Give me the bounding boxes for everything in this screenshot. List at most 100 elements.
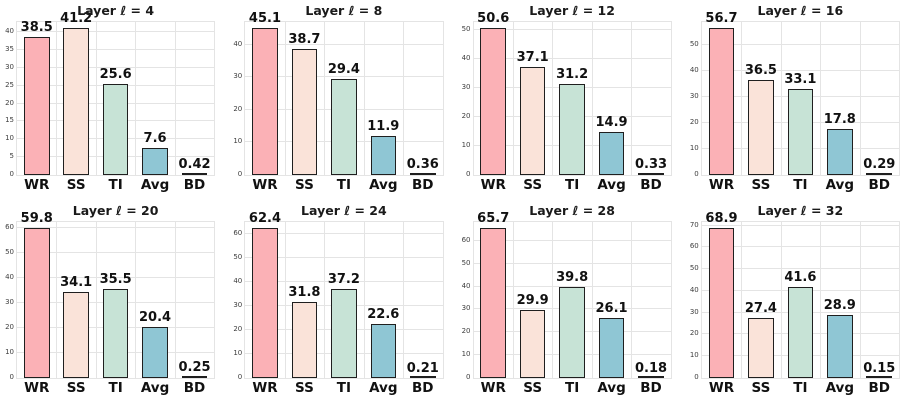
plot-area: 0 10 20 30 40 45.1 WR 38.7 SS 29.4 TI 11.9 Avg 0.36 BD — [233, 11, 444, 193]
gridline-horizontal — [17, 48, 215, 50]
value-label: 38.7 — [288, 31, 321, 47]
gridline-horizontal — [473, 239, 671, 241]
x-tick-label: WR — [24, 380, 50, 396]
subplot-layer-8: Layer ℓ = 8 0 10 20 30 40 45.1 WR 38.7 SS 29.4 TI 11… — [228, 0, 456, 200]
gridline-vertical — [591, 22, 593, 175]
bar-avg — [827, 315, 853, 378]
value-label: 39.8 — [556, 270, 589, 286]
y-tick-label: 30 — [5, 62, 14, 71]
y-tick-label: 30 — [461, 82, 471, 91]
x-tick-label: WR — [252, 380, 278, 396]
gridline-horizontal — [473, 262, 671, 264]
value-label: 65.7 — [477, 210, 510, 226]
bar-ss — [63, 27, 89, 175]
gridline-horizontal — [17, 31, 215, 33]
gridline-horizontal — [701, 224, 899, 226]
x-tick-label: Avg — [825, 177, 855, 193]
value-label: 45.1 — [248, 10, 281, 26]
gridline-vertical — [95, 22, 97, 175]
gridline-vertical — [174, 222, 176, 378]
x-tick-label: BD — [868, 380, 891, 396]
x-tick-label: TI — [108, 177, 123, 193]
plot-area: 0 10 20 30 40 50 60 59.8 WR 34.1 SS 35.5 TI 20.4 Avg 0.… — [5, 212, 216, 396]
gridline-horizontal — [17, 226, 215, 228]
bar-bd — [866, 376, 893, 378]
value-label: 38.5 — [20, 20, 53, 36]
y-tick-label: 20 — [461, 327, 471, 336]
bar-bd — [181, 376, 208, 378]
value-label: 50.6 — [477, 10, 510, 26]
x-tick-label: SS — [523, 380, 543, 396]
chart-title: Layer ℓ = 20 — [72, 203, 159, 218]
bar-ti — [102, 83, 129, 175]
y-tick-label: 10 — [461, 140, 471, 149]
gridline-vertical — [284, 222, 286, 378]
bar-ti — [787, 89, 814, 175]
y-tick-label: 60 — [5, 222, 14, 231]
bar-wr — [252, 27, 278, 175]
x-tick-label: SS — [751, 380, 771, 396]
gridline-horizontal — [701, 268, 899, 270]
value-label: 62.4 — [248, 211, 281, 227]
x-tick-label: BD — [412, 380, 434, 396]
gridline-vertical — [741, 222, 743, 378]
y-tick-label: 10 — [689, 351, 699, 360]
y-tick-label: 40 — [461, 53, 471, 62]
bar-ti — [331, 288, 357, 378]
bar-wr — [708, 27, 735, 175]
gridline-vertical — [135, 22, 137, 175]
bar-bd — [409, 173, 436, 175]
subplot-layer-12: Layer ℓ = 12 0 10 20 30 40 50 50.6 WR 37.1 SS 31.2 T… — [457, 0, 685, 200]
value-label: 0.15 — [863, 360, 896, 376]
gridline-horizontal — [245, 280, 443, 282]
y-tick-label: 20 — [5, 98, 14, 107]
bar-wr — [480, 227, 507, 378]
value-label: 28.9 — [823, 298, 856, 314]
bar-ss — [748, 318, 774, 378]
chart-title: Layer ℓ = 12 — [529, 3, 615, 18]
bar-ss — [519, 309, 546, 378]
y-tick-label: 60 — [689, 242, 699, 251]
y-tick-label: 20 — [233, 324, 243, 333]
bar-ss — [291, 301, 318, 378]
y-tick-label: 0 — [9, 170, 14, 178]
bar-ss — [748, 80, 774, 175]
x-tick-label: Avg — [597, 177, 626, 193]
bar-ti — [787, 287, 814, 378]
x-tick-label: WR — [480, 380, 506, 396]
x-tick-label: SS — [66, 380, 86, 396]
value-label: 29.4 — [327, 62, 360, 78]
value-label: 34.1 — [60, 275, 93, 291]
gridline-vertical — [363, 222, 365, 378]
subplot-layer-24: Layer ℓ = 24 0 10 20 30 40 50 60 62.4 WR 31.8 SS 37.… — [228, 200, 456, 403]
value-label: 22.6 — [367, 306, 400, 322]
value-label: 11.9 — [367, 119, 400, 135]
x-tick-label: WR — [708, 380, 735, 396]
y-tick-label: 40 — [233, 39, 243, 48]
gridline-horizontal — [245, 76, 443, 78]
bar-bd — [181, 173, 208, 175]
x-tick-label: TI — [336, 380, 351, 396]
gridline-vertical — [324, 222, 326, 378]
y-tick-label: 15 — [5, 116, 14, 125]
x-tick-label: BD — [412, 177, 434, 193]
bar-bd — [638, 173, 664, 175]
gridline-vertical — [56, 222, 58, 378]
y-tick-label: 30 — [233, 72, 243, 81]
x-tick-label: SS — [295, 177, 314, 193]
gridline-horizontal — [473, 28, 671, 30]
y-tick-label: 25 — [5, 80, 14, 89]
bar-bd — [409, 376, 436, 378]
gridline-vertical — [403, 22, 405, 175]
x-tick-label: BD — [183, 380, 206, 396]
x-tick-label: TI — [565, 380, 580, 396]
value-label: 0.33 — [634, 157, 668, 173]
x-tick-label: WR — [24, 177, 50, 193]
gridline-horizontal — [701, 70, 899, 72]
value-label: 0.42 — [178, 156, 211, 172]
y-tick-label: 40 — [461, 281, 471, 290]
gridline-vertical — [512, 22, 514, 175]
y-tick-label: 30 — [689, 92, 699, 101]
y-tick-label: 10 — [233, 137, 243, 146]
